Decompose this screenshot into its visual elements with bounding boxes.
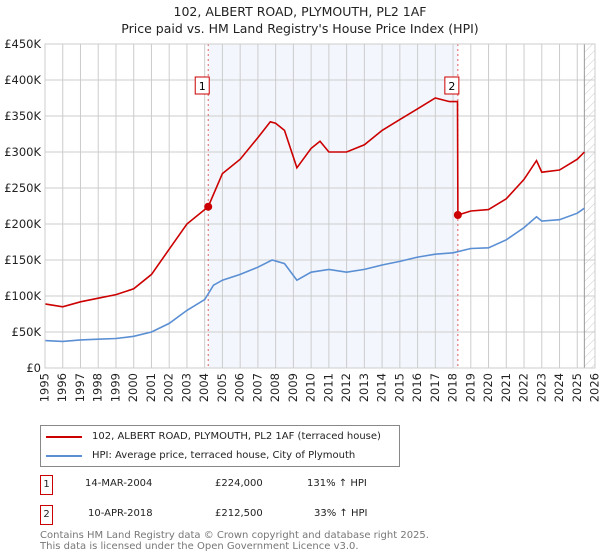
subtitle-line: Price paid vs. HM Land Registry's House … <box>121 21 479 36</box>
future-hatch <box>584 44 595 368</box>
hpi-line <box>44 207 585 343</box>
x-tick-label: 2019 <box>463 373 477 402</box>
sale-price: £212,500 <box>215 508 263 519</box>
footer-licence: This data is licensed under the Open Gov… <box>40 541 359 552</box>
x-tick-label: 2020 <box>481 373 495 402</box>
x-tick-label: 1995 <box>38 373 52 402</box>
footer-copyright: Contains HM Land Registry data © Crown c… <box>40 530 429 541</box>
sale-row: 2 10-APR-2018 £212,500 33% ↑ HPI <box>40 505 440 525</box>
y-tick-label: £400K <box>4 73 41 87</box>
x-tick-label: 2018 <box>446 373 460 402</box>
x-tick-label: 2021 <box>499 373 513 402</box>
sale-hpi: 33% ↑ HPI <box>314 508 368 519</box>
x-tick-label: 2007 <box>250 373 264 402</box>
sale-label-box <box>444 76 460 95</box>
x-tick-label: 1997 <box>73 373 87 402</box>
ownership-shade <box>208 44 458 368</box>
y-tick-label: £350K <box>4 109 41 123</box>
x-tick-label: 2000 <box>126 373 140 402</box>
x-tick-label: 2013 <box>357 373 371 402</box>
title-line: 102, ALBERT ROAD, PLYMOUTH, PL2 1AF <box>173 4 427 19</box>
legend-item-property: 102, ALBERT ROAD, PLYMOUTH, PL2 1AF (ter… <box>41 428 399 445</box>
y-tick-label: £300K <box>4 145 41 159</box>
sale-badge: 2 <box>40 505 53 525</box>
y-tick-label: £450K <box>4 37 41 51</box>
x-tick-label: 2024 <box>552 373 566 402</box>
x-tick-label: 2010 <box>304 373 318 402</box>
x-tick-label: 2012 <box>339 373 353 402</box>
x-tick-label: 2001 <box>144 373 158 402</box>
sale-hpi: 131% ↑ HPI <box>307 478 367 489</box>
x-tick-label: 2004 <box>197 373 211 402</box>
sale-point <box>204 202 213 211</box>
sale-badge: 1 <box>40 475 53 495</box>
x-tick-label: 2023 <box>534 373 548 402</box>
x-tick-label: 2002 <box>162 373 176 402</box>
price-chart: 1995 1996 1997 1998 1999 2000 2001 2002 2003 2004… <box>4 37 600 402</box>
x-tick-label: 2025 <box>570 373 584 402</box>
sale-row: 1 14-MAR-2004 £224,000 131% ↑ HPI <box>40 475 440 495</box>
x-tick-label: 2022 <box>517 373 531 402</box>
x-tick-label: 2014 <box>375 373 389 402</box>
sale-price: £224,000 <box>215 478 263 489</box>
x-tick-label: 1996 <box>55 373 69 402</box>
blue-line-swatch <box>46 454 82 457</box>
y-tick-label: £150K <box>4 253 41 267</box>
legend-label: 102, ALBERT ROAD, PLYMOUTH, PL2 1AF (ter… <box>92 431 381 442</box>
legend-label: HPI: Average price, terraced house, City… <box>92 450 356 461</box>
sale-label-box <box>194 76 210 95</box>
y-tick-label: £200K <box>4 217 41 231</box>
x-tick-label: 2003 <box>179 373 193 402</box>
plot-border <box>44 43 596 369</box>
sale-label: 2 <box>448 80 455 93</box>
y-tick-label: £250K <box>4 181 41 195</box>
x-tick-label: 1998 <box>91 373 105 402</box>
x-tick-label: 1999 <box>108 373 122 402</box>
x-tick-label: 2016 <box>410 373 424 402</box>
x-tick-label: 2008 <box>268 373 282 402</box>
chart-title: 102, ALBERT ROAD, PLYMOUTH, PL2 1AF Pric… <box>0 3 600 37</box>
sale-date: 10-APR-2018 <box>88 508 153 519</box>
y-tick-label: £50K <box>12 325 42 339</box>
x-tick-label: 2011 <box>321 373 335 402</box>
sale-label: 1 <box>199 80 206 93</box>
legend-item-hpi: HPI: Average price, terraced house, City… <box>41 447 399 464</box>
x-tick-label: 2026 <box>588 373 600 402</box>
x-tick-label: 2005 <box>215 373 229 402</box>
sale-date: 14-MAR-2004 <box>85 478 153 489</box>
footer: Contains HM Land Registry data © Crown c… <box>40 530 429 552</box>
sale-point <box>453 211 462 219</box>
x-tick-label: 2015 <box>392 373 406 402</box>
x-tick-label: 2009 <box>286 373 300 402</box>
red-line-swatch <box>46 435 82 438</box>
property-price-line <box>44 97 585 308</box>
y-tick-label: £0 <box>26 361 41 375</box>
legend: 102, ALBERT ROAD, PLYMOUTH, PL2 1AF (ter… <box>40 425 400 467</box>
x-tick-label: 2006 <box>233 373 247 402</box>
y-tick-label: £100K <box>4 289 41 303</box>
x-tick-label: 2017 <box>428 373 442 402</box>
